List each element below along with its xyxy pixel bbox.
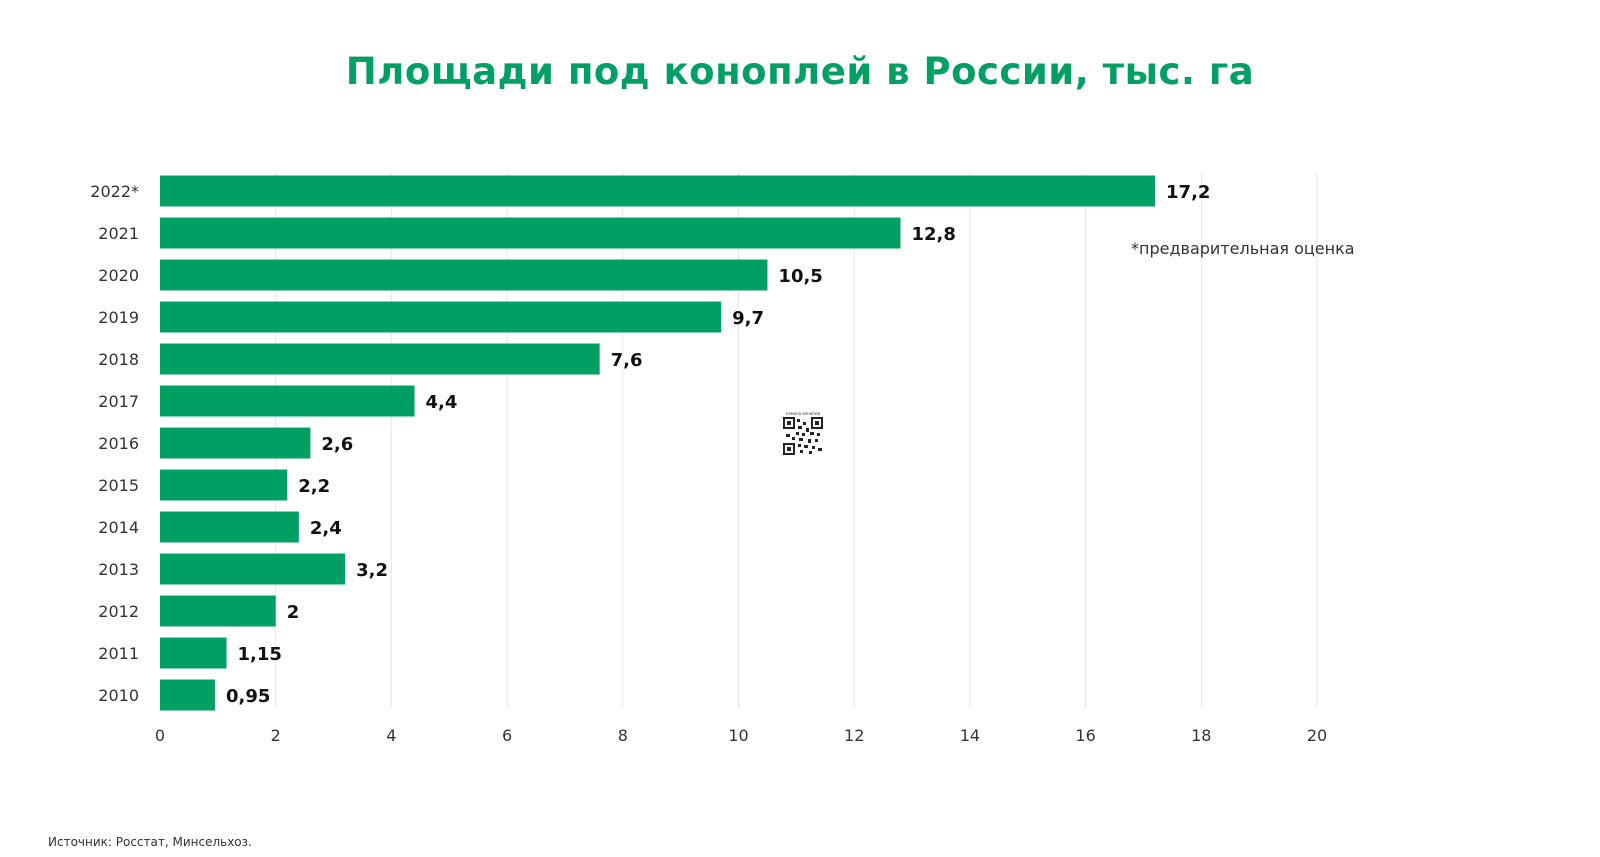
x-tick-label: 20: [1307, 726, 1327, 745]
bar: [160, 343, 600, 375]
category-label: 2018: [98, 350, 139, 369]
value-label: 4,4: [426, 392, 458, 413]
x-tick-label: 14: [960, 726, 980, 745]
value-label: 2,6: [321, 434, 353, 455]
x-tick-label: 0: [155, 726, 165, 745]
x-tick-label: 16: [1075, 726, 1095, 745]
category-label: 2013: [98, 560, 139, 579]
category-label: 2020: [98, 266, 139, 285]
category-label: 2014: [98, 518, 139, 537]
value-label: 0,95: [226, 686, 270, 707]
qr-caption: семена конопли: [786, 411, 821, 416]
bar: [160, 259, 768, 291]
value-label: 3,2: [356, 560, 388, 581]
x-tick-label: 8: [618, 726, 628, 745]
bar: [160, 511, 299, 543]
qr-code-icon: семена конопли: [783, 411, 823, 455]
category-label: 2016: [98, 434, 139, 453]
bar: [160, 385, 415, 417]
x-tick-label: 12: [844, 726, 864, 745]
x-tick-label: 2: [271, 726, 281, 745]
value-label: 12,8: [911, 224, 955, 245]
category-label: 2015: [98, 476, 139, 495]
x-tick-label: 6: [502, 726, 512, 745]
bar: [160, 301, 722, 333]
bar: [160, 469, 288, 501]
bar: [160, 553, 346, 585]
category-label: 2022*: [90, 182, 139, 201]
value-label: 17,2: [1166, 182, 1210, 203]
source-note: Источник: Росстат, Минсельхоз.: [48, 835, 252, 849]
category-label: 2012: [98, 602, 139, 621]
x-tick-label: 18: [1191, 726, 1211, 745]
bar: [160, 427, 311, 459]
value-label: 9,7: [732, 308, 764, 329]
value-label: 1,15: [238, 644, 282, 665]
value-label: 2,2: [298, 476, 330, 497]
chart-title: Площади под коноплей в России, тыс. га: [345, 50, 1255, 93]
x-tick-label: 10: [728, 726, 748, 745]
bar: [160, 175, 1156, 207]
category-label: 2017: [98, 392, 139, 411]
value-label: 7,6: [611, 350, 643, 371]
bar: [160, 217, 901, 249]
bar: [160, 595, 276, 627]
value-label: 2,4: [310, 518, 342, 539]
category-label: 2019: [98, 308, 139, 327]
category-label: 2011: [98, 644, 139, 663]
value-label: 2: [287, 602, 300, 623]
category-label: 2021: [98, 224, 139, 243]
bar: [160, 679, 215, 711]
category-label: 2010: [98, 686, 139, 705]
annotation-note: *предварительная оценка: [1131, 239, 1355, 258]
bar: [160, 637, 227, 669]
value-label: 10,5: [778, 266, 822, 287]
x-tick-label: 4: [386, 726, 396, 745]
